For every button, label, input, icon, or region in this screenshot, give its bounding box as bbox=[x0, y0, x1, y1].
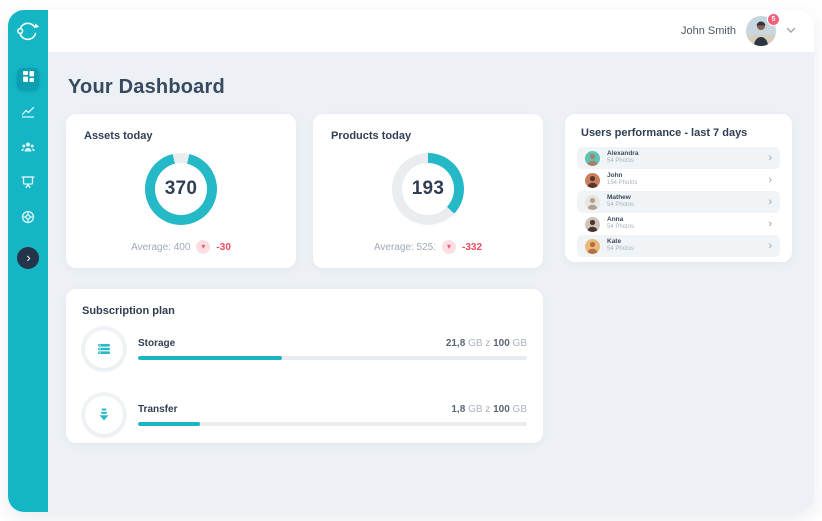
avatar bbox=[585, 172, 600, 188]
assets-donut-chart: 370 bbox=[145, 153, 217, 225]
assets-card-title: Assets today bbox=[84, 130, 153, 142]
assets-value: 370 bbox=[164, 178, 198, 199]
assets-average-row: Average: 400 -30 bbox=[84, 240, 278, 254]
sidebar-item-dashboard[interactable] bbox=[17, 68, 39, 90]
transfer-label: Transfer bbox=[138, 404, 178, 415]
chevron-right-icon[interactable]: › bbox=[768, 239, 772, 252]
user-name: John bbox=[607, 172, 623, 180]
storage-label: Storage bbox=[138, 338, 176, 349]
transfer-usage: 1,8 GB z 100 GB bbox=[451, 404, 527, 415]
sidebar bbox=[8, 10, 48, 512]
user-name[interactable]: John Smith bbox=[680, 25, 736, 37]
storage-icon bbox=[85, 330, 123, 368]
dashboard-grid-icon bbox=[22, 70, 35, 88]
storage-row: Storage 21,8 GB z 100 GB bbox=[66, 317, 543, 383]
page-title: Your Dashboard bbox=[68, 76, 225, 98]
user-row-kate[interactable]: Kate 54 Photos › bbox=[577, 235, 780, 257]
user-photos: 54 Photos bbox=[607, 202, 635, 209]
user-avatar[interactable]: 5 bbox=[746, 13, 780, 46]
trend-down-icon bbox=[442, 240, 457, 254]
chevron-right-icon[interactable]: › bbox=[768, 173, 772, 186]
user-name: Kate bbox=[607, 238, 622, 246]
sidebar-nav bbox=[17, 68, 39, 230]
sidebar-item-globe[interactable] bbox=[17, 208, 39, 230]
users-performance-card: Users performance - last 7 days Alexandr… bbox=[565, 114, 792, 262]
chevron-right-icon[interactable]: › bbox=[768, 151, 772, 164]
user-row-anna[interactable]: Anna 54 Photos › bbox=[577, 213, 780, 235]
chevron-down-icon[interactable] bbox=[786, 26, 796, 37]
assets-today-card: Assets today 370 Average: 400 -30 bbox=[66, 114, 296, 268]
globe-icon bbox=[20, 209, 36, 230]
products-donut-chart: 193 bbox=[392, 153, 464, 225]
products-average-row: Average: 525: -332 bbox=[331, 240, 525, 254]
sidebar-expand-button[interactable] bbox=[17, 247, 39, 269]
presentation-board-icon bbox=[20, 174, 36, 195]
user-row-mathew[interactable]: Mathew 54 Photos › bbox=[577, 191, 780, 213]
main-area: John Smith 5 Your Dashboard bbox=[48, 10, 814, 512]
app-window: John Smith 5 Your Dashboard bbox=[8, 10, 814, 512]
chevron-right-icon[interactable]: › bbox=[768, 217, 772, 230]
subscription-plan-card: Subscription plan bbox=[66, 289, 543, 443]
storage-usage: 21,8 GB z 100 GB bbox=[445, 338, 527, 349]
users-card-title: Users performance - last 7 days bbox=[581, 127, 748, 139]
products-average-label: Average: 525: bbox=[373, 241, 437, 253]
avatar bbox=[585, 216, 600, 232]
sidebar-item-team[interactable] bbox=[17, 138, 39, 160]
transfer-progress-bar bbox=[138, 422, 527, 426]
products-card-title: Products today bbox=[331, 130, 412, 142]
assets-average-label: Average: 400 bbox=[131, 241, 191, 253]
top-header: John Smith 5 bbox=[48, 10, 814, 52]
user-photos: 54 Photos bbox=[607, 246, 635, 253]
user-row-john[interactable]: John 154 Photos › bbox=[577, 169, 780, 191]
user-photos: 154 Photos bbox=[607, 180, 638, 187]
avatar bbox=[585, 238, 600, 254]
user-photos: 54 Photos bbox=[607, 158, 635, 165]
donut-hole bbox=[155, 163, 207, 215]
notification-badge[interactable]: 5 bbox=[767, 13, 780, 26]
trend-down-icon bbox=[196, 240, 211, 254]
stat-cards-row: Assets today 370 Average: 400 -30 Produc… bbox=[66, 114, 796, 268]
avatar bbox=[585, 194, 600, 210]
storage-progress-fill bbox=[138, 356, 282, 360]
user-row-alexandra[interactable]: Alexandra 54 Photos › bbox=[577, 147, 780, 169]
sidebar-item-analytics[interactable] bbox=[17, 103, 39, 125]
line-chart-icon bbox=[20, 104, 36, 125]
user-name: Alexandra bbox=[607, 150, 639, 158]
transfer-row: Transfer 1,8 GB z 100 GB bbox=[66, 383, 543, 449]
users-group-icon bbox=[20, 139, 36, 160]
user-name: Anna bbox=[607, 216, 624, 224]
transfer-download-icon bbox=[85, 396, 123, 434]
avatar bbox=[585, 150, 600, 166]
products-delta: -332 bbox=[462, 241, 483, 253]
products-today-card: Products today 193 Average: 525: -332 bbox=[313, 114, 543, 268]
subscription-card-title: Subscription plan bbox=[82, 305, 175, 317]
content-area: Your Dashboard Assets today 370 Average:… bbox=[48, 52, 814, 512]
donut-hole bbox=[402, 163, 454, 215]
sidebar-item-presentation[interactable] bbox=[17, 173, 39, 195]
user-name: Mathew bbox=[607, 194, 631, 202]
user-photos: 54 Photos bbox=[607, 224, 635, 231]
user-rows: Alexandra 54 Photos › John 154 Pho bbox=[577, 147, 780, 257]
transfer-progress-fill bbox=[138, 422, 201, 426]
app-logo-sync-icon[interactable] bbox=[14, 18, 42, 46]
assets-delta: -30 bbox=[216, 241, 231, 253]
storage-progress-bar bbox=[138, 356, 527, 360]
products-value: 193 bbox=[411, 178, 445, 199]
chevron-right-icon[interactable]: › bbox=[768, 195, 772, 208]
